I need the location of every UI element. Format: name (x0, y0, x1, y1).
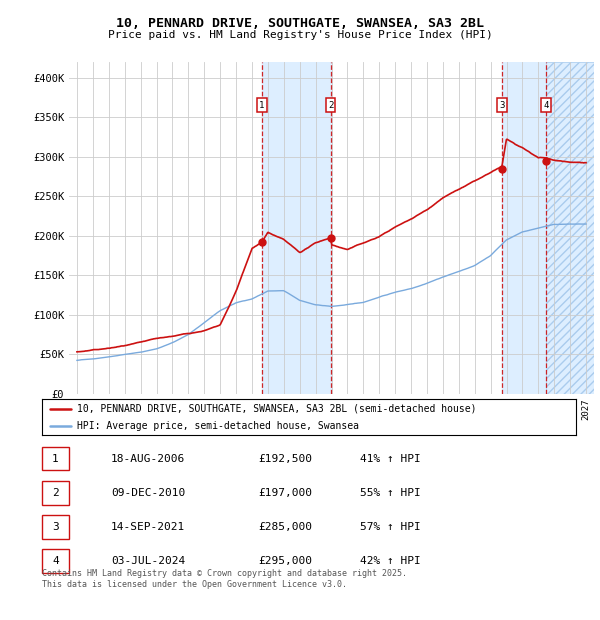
Text: 2: 2 (52, 488, 59, 498)
Text: 09-DEC-2010: 09-DEC-2010 (111, 488, 185, 498)
Text: Contains HM Land Registry data © Crown copyright and database right 2025.: Contains HM Land Registry data © Crown c… (42, 569, 407, 578)
Text: £197,000: £197,000 (258, 488, 312, 498)
Text: 41% ↑ HPI: 41% ↑ HPI (360, 454, 421, 464)
Text: Price paid vs. HM Land Registry's House Price Index (HPI): Price paid vs. HM Land Registry's House … (107, 30, 493, 40)
Text: 1: 1 (259, 100, 265, 110)
Text: 4: 4 (52, 556, 59, 566)
Bar (502, 62, 594, 394)
Text: 3: 3 (52, 522, 59, 532)
Text: 03-JUL-2024: 03-JUL-2024 (111, 556, 185, 566)
Bar (262, 62, 331, 394)
Text: 42% ↑ HPI: 42% ↑ HPI (360, 556, 421, 566)
Text: 57% ↑ HPI: 57% ↑ HPI (360, 522, 421, 532)
Text: 18-AUG-2006: 18-AUG-2006 (111, 454, 185, 464)
Text: 55% ↑ HPI: 55% ↑ HPI (360, 488, 421, 498)
Text: HPI: Average price, semi-detached house, Swansea: HPI: Average price, semi-detached house,… (77, 421, 359, 432)
Text: 1: 1 (52, 454, 59, 464)
Text: 10, PENNARD DRIVE, SOUTHGATE, SWANSEA, SA3 2BL: 10, PENNARD DRIVE, SOUTHGATE, SWANSEA, S… (116, 17, 484, 30)
Text: This data is licensed under the Open Government Licence v3.0.: This data is licensed under the Open Gov… (42, 580, 347, 589)
Text: £295,000: £295,000 (258, 556, 312, 566)
Text: 3: 3 (499, 100, 505, 110)
Text: £285,000: £285,000 (258, 522, 312, 532)
Text: 2: 2 (328, 100, 333, 110)
Text: 4: 4 (544, 100, 549, 110)
Text: £192,500: £192,500 (258, 454, 312, 464)
Text: 14-SEP-2021: 14-SEP-2021 (111, 522, 185, 532)
Bar (546, 62, 594, 394)
Text: 10, PENNARD DRIVE, SOUTHGATE, SWANSEA, SA3 2BL (semi-detached house): 10, PENNARD DRIVE, SOUTHGATE, SWANSEA, S… (77, 404, 476, 414)
